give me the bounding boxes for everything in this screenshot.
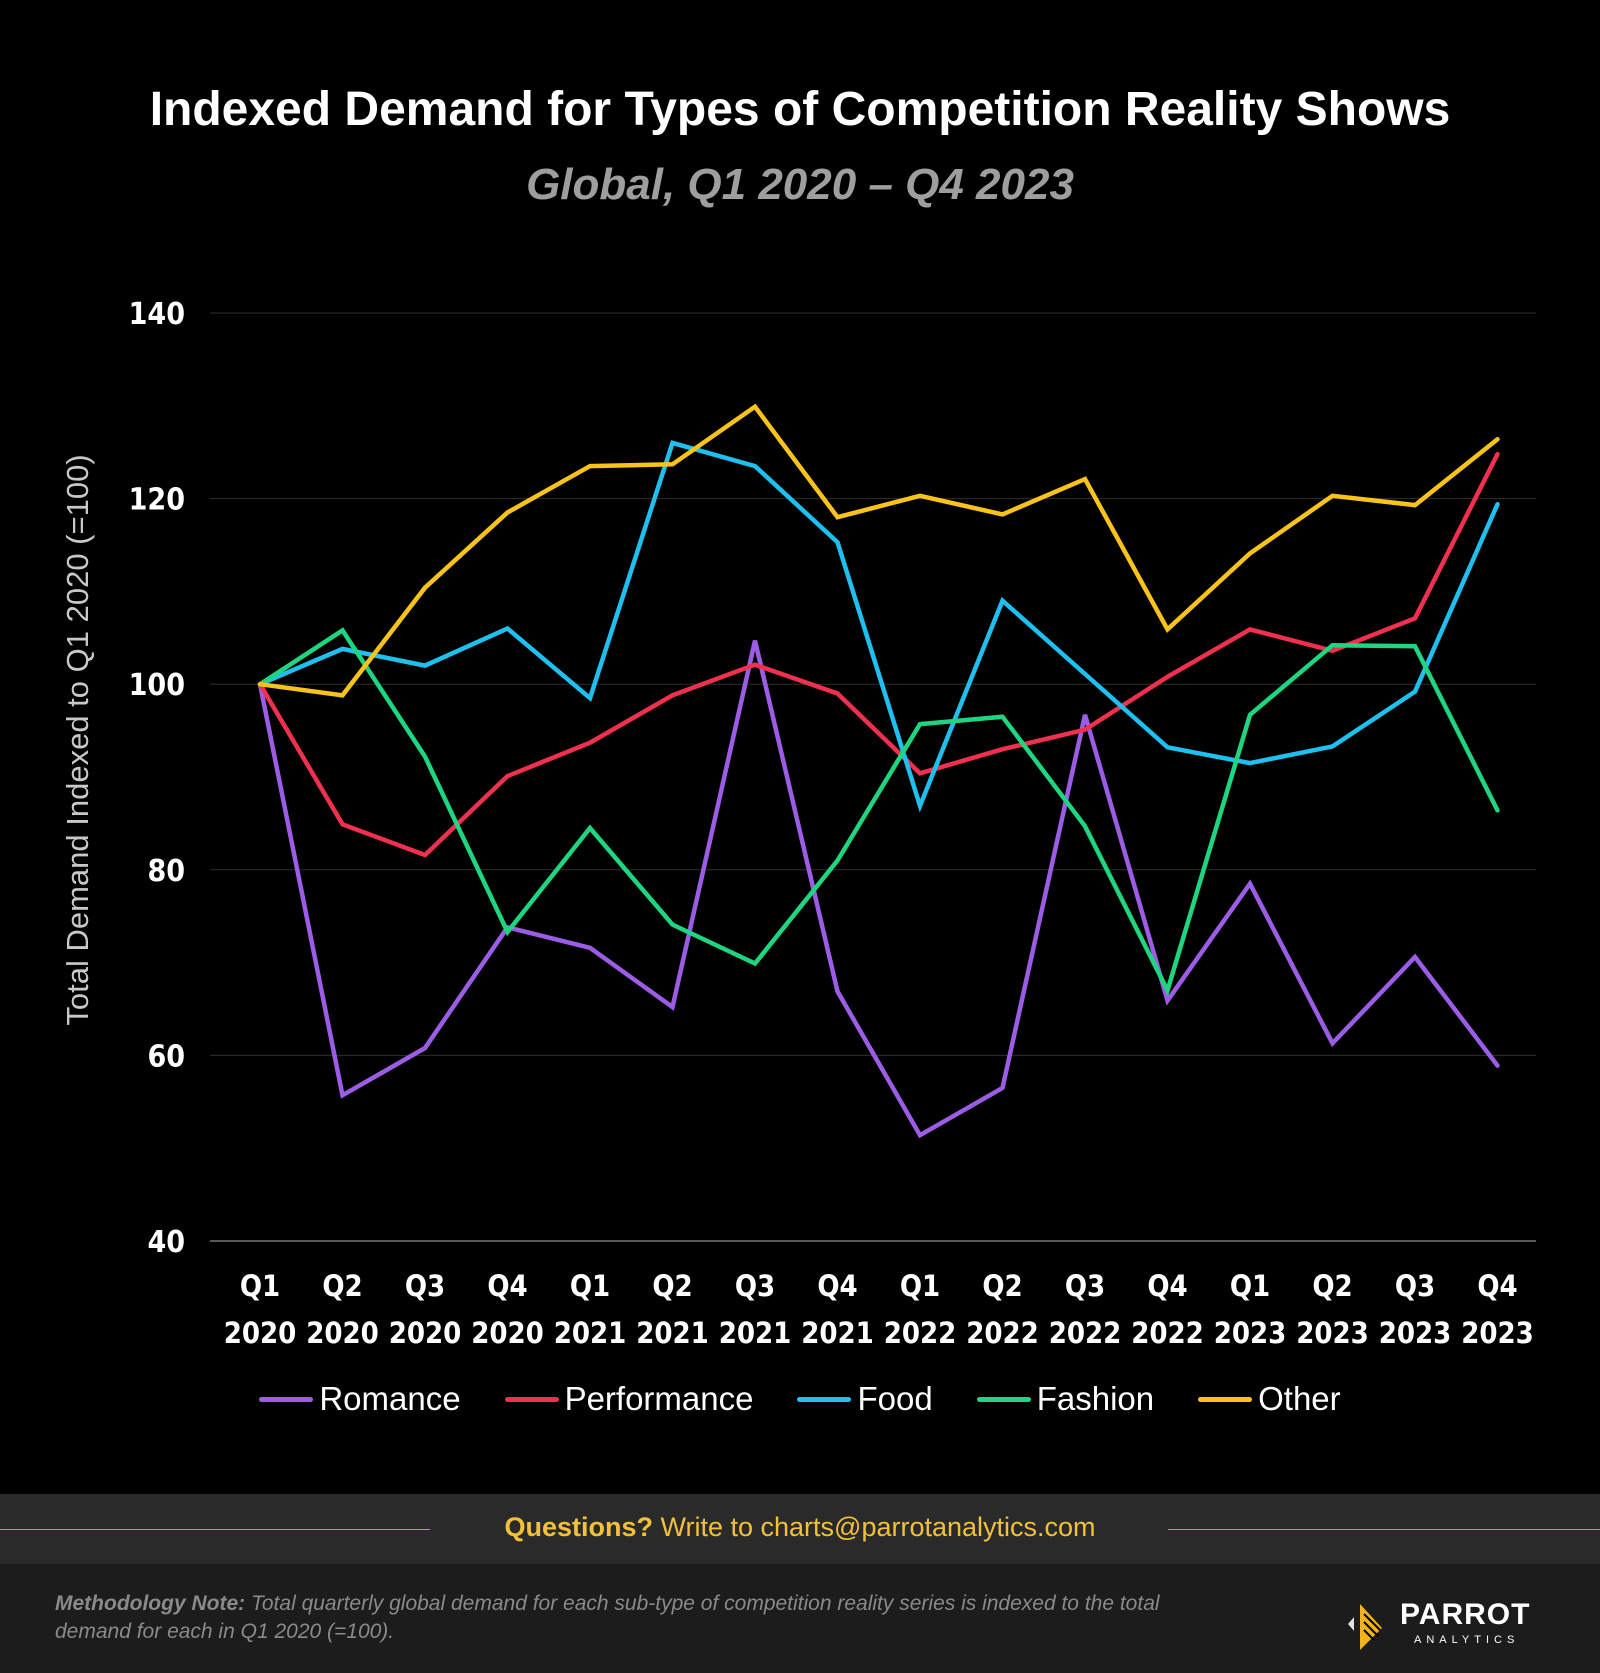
contact-line: Questions? Write to charts@parrotanalyti… <box>0 1512 1600 1543</box>
series-line-fashion <box>257 627 1500 997</box>
contact-question: Questions? <box>504 1512 653 1542</box>
x-tick-quarter: Q3 <box>735 1269 775 1303</box>
x-tick-quarter: Q2 <box>322 1269 362 1303</box>
x-tick-year: 2020 <box>306 1316 379 1350</box>
methodology-label: Methodology Note: <box>55 1592 246 1615</box>
x-tick-quarter: Q1 <box>240 1269 280 1303</box>
contact-email-text[interactable]: Write to charts@parrotanalytics.com <box>652 1512 1096 1542</box>
legend-item-fashion: Fashion <box>976 1380 1155 1418</box>
y-tick-label: 100 <box>129 668 185 703</box>
x-tick-year: 2020 <box>389 1316 462 1350</box>
x-tick-quarter: Q3 <box>1065 1269 1105 1303</box>
series-line-food <box>257 440 1500 813</box>
footer-bar: Questions? Write to charts@parrotanalyti… <box>0 1494 1600 1564</box>
x-tick-quarter: Q4 <box>817 1269 857 1303</box>
legend-item-other: Other <box>1198 1380 1341 1418</box>
x-tick-quarter: Q2 <box>1312 1269 1352 1303</box>
x-tick-year: 2023 <box>1296 1316 1369 1350</box>
y-axis-ticks: 40 60 80 100 120 140 <box>129 297 185 1260</box>
x-tick-year: 2021 <box>801 1316 874 1350</box>
series-line-romance <box>257 640 1500 1139</box>
chart-title: Indexed Demand for Types of Competition … <box>149 83 1451 136</box>
parrot-logo-icon <box>1348 1604 1382 1650</box>
y-tick-label: 40 <box>147 1225 185 1260</box>
series-lines <box>257 403 1500 1139</box>
y-tick-label: 60 <box>147 1039 185 1074</box>
methodology-note: Methodology Note: Total quarterly global… <box>55 1590 1235 1646</box>
legend-label: Other <box>1258 1380 1341 1417</box>
x-tick-year: 2022 <box>966 1316 1039 1350</box>
x-tick-quarter: Q4 <box>1147 1269 1187 1303</box>
gridlines <box>210 312 1536 1242</box>
x-tick-year: 2020 <box>471 1316 544 1350</box>
methodology-text: Total quarterly global demand for each s… <box>55 1592 1160 1643</box>
x-tick-year: 2022 <box>1131 1316 1204 1350</box>
series-line-other <box>257 403 1500 698</box>
x-tick-quarter: Q2 <box>652 1269 692 1303</box>
logo-wordmark: PARROT <box>1400 1598 1531 1631</box>
footer-divider-left <box>0 1529 430 1530</box>
legend-item-performance: Performance <box>504 1380 754 1418</box>
y-tick-label: 120 <box>129 483 185 518</box>
x-tick-quarter: Q3 <box>1395 1269 1435 1303</box>
x-tick-quarter: Q4 <box>1477 1269 1517 1303</box>
legend-swatch <box>797 1396 852 1402</box>
x-tick-quarter: Q4 <box>487 1269 527 1303</box>
x-tick-year: 2021 <box>636 1316 709 1350</box>
x-tick-year: 2023 <box>1379 1316 1452 1350</box>
x-tick-quarter: Q3 <box>405 1269 445 1303</box>
chart-subtitle: Global, Q1 2020 – Q4 2023 <box>526 160 1074 209</box>
legend-label: Romance <box>319 1380 461 1417</box>
y-axis-label: Total Demand Indexed to Q1 2020 (=100) <box>60 454 95 1025</box>
legend-swatch <box>1198 1396 1253 1402</box>
y-tick-label: 80 <box>147 854 185 889</box>
x-tick-quarter: Q1 <box>570 1269 610 1303</box>
legend-item-romance: Romance <box>259 1380 461 1418</box>
x-tick-quarter: Q1 <box>900 1269 940 1303</box>
x-tick-year: 2021 <box>554 1316 627 1350</box>
legend-swatch <box>259 1396 314 1402</box>
logo-subtext: ANALYTICS <box>1414 1634 1520 1646</box>
x-tick-year: 2022 <box>1049 1316 1122 1350</box>
x-tick-year: 2022 <box>884 1316 957 1350</box>
methodology-bar: Methodology Note: Total quarterly global… <box>0 1564 1600 1673</box>
x-tick-quarter: Q2 <box>982 1269 1022 1303</box>
parrot-analytics-logo: PARROT ANALYTICS <box>1340 1594 1570 1654</box>
legend-swatch <box>504 1396 559 1402</box>
legend-label: Performance <box>564 1380 754 1417</box>
x-tick-year: 2020 <box>224 1316 297 1350</box>
x-axis-ticks: Q1 2020 Q2 2020 Q3 2020 Q4 2020 Q1 2021 Q2 2021 Q3 20… <box>224 1269 1534 1350</box>
series-line-performance <box>257 451 1500 858</box>
line-chart: 40 60 80 100 120 140 Q1 2020 Q2 2020 Q3 2020 Q4 2020… <box>60 297 1536 1350</box>
legend-item-food: Food <box>797 1380 933 1418</box>
legend-label: Food <box>857 1380 933 1417</box>
y-tick-label: 140 <box>129 297 185 332</box>
x-tick-year: 2023 <box>1214 1316 1287 1350</box>
x-tick-year: 2023 <box>1461 1316 1534 1350</box>
x-tick-year: 2021 <box>719 1316 792 1350</box>
legend-swatch <box>976 1396 1031 1402</box>
x-tick-quarter: Q1 <box>1230 1269 1270 1303</box>
legend-label: Fashion <box>1036 1380 1155 1417</box>
legend: Romance Performance Food Fashion Other <box>0 1380 1600 1418</box>
footer-divider-right <box>1168 1529 1600 1530</box>
